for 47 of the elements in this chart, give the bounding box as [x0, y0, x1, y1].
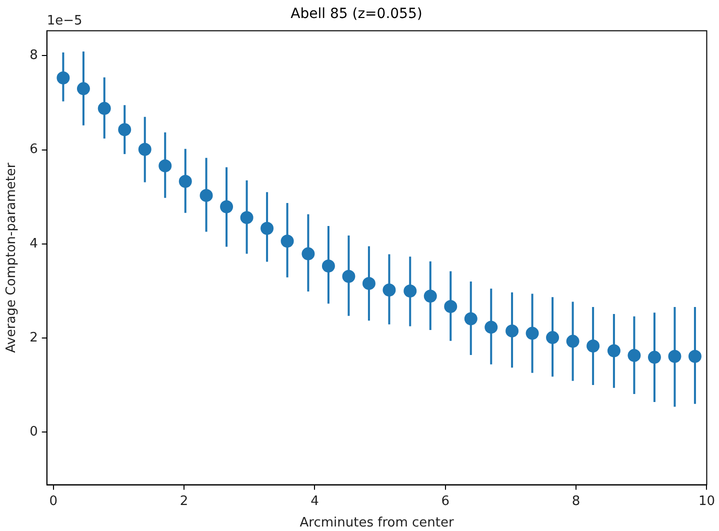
point — [607, 344, 620, 358]
point — [566, 334, 580, 348]
y-tick-label: 8 — [30, 48, 38, 64]
point — [138, 142, 152, 156]
point — [506, 324, 519, 338]
point — [546, 331, 560, 344]
point — [526, 326, 539, 340]
point — [586, 340, 600, 353]
x-tick-label: 2 — [180, 494, 188, 509]
x-tick-label: 4 — [310, 494, 319, 509]
point — [648, 350, 661, 364]
y-axis-title: Average Compton-parameter — [4, 162, 20, 353]
point — [484, 320, 498, 334]
point — [302, 247, 315, 260]
point — [688, 350, 702, 363]
point — [342, 270, 356, 283]
y-tick-label: 6 — [30, 142, 38, 158]
point — [118, 123, 132, 136]
point — [424, 290, 437, 303]
point — [322, 260, 335, 273]
point — [240, 211, 254, 224]
point — [382, 284, 396, 297]
point — [56, 71, 70, 84]
point — [260, 222, 274, 235]
y-tick-label: 2 — [30, 330, 38, 346]
x-axis-title: Arcminutes from center — [300, 516, 454, 531]
x-tick-label: 0 — [49, 494, 58, 509]
x-tick-label: 6 — [441, 494, 450, 509]
x-tick-label: 10 — [698, 494, 715, 509]
x-tick-label: 8 — [572, 494, 580, 509]
point — [628, 348, 641, 362]
point — [668, 350, 682, 363]
point — [76, 82, 90, 96]
point — [280, 234, 294, 248]
point — [464, 312, 478, 326]
y-tick-label: 4 — [30, 236, 38, 252]
y-tick-label: 0 — [30, 424, 38, 440]
text: 1e−5 — [46, 14, 82, 29]
point — [200, 188, 213, 202]
point — [404, 284, 417, 298]
chart-title: Abell 85 (z=0.055) — [290, 6, 422, 22]
point — [98, 102, 111, 115]
point — [158, 159, 172, 172]
point — [444, 300, 458, 313]
point — [178, 174, 192, 188]
point — [220, 200, 234, 214]
point — [362, 276, 376, 290]
